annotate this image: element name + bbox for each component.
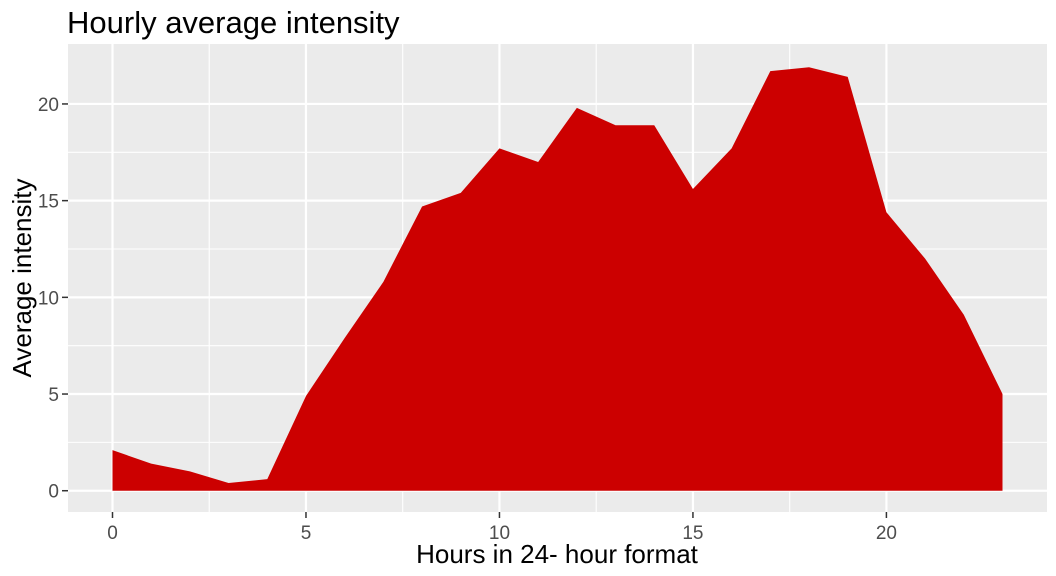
y-axis-ticks: 0 5 10 15 20 bbox=[38, 95, 68, 503]
chart-title: Hourly average intensity bbox=[67, 5, 400, 40]
x-tick-label: 0 bbox=[107, 523, 118, 544]
y-tick-label: 15 bbox=[38, 192, 59, 213]
y-tick-label: 5 bbox=[48, 385, 59, 406]
y-tick-label: 20 bbox=[38, 95, 59, 116]
x-axis-ticks: 0 5 10 15 20 bbox=[107, 512, 897, 544]
y-tick-label: 10 bbox=[38, 288, 59, 309]
x-tick-label: 10 bbox=[489, 523, 510, 544]
y-axis-label: Average intensity bbox=[7, 179, 37, 378]
y-tick-label: 0 bbox=[48, 482, 59, 503]
x-tick-label: 15 bbox=[682, 523, 703, 544]
x-axis-label: Hours in 24- hour format bbox=[416, 539, 699, 569]
x-tick-label: 20 bbox=[876, 523, 897, 544]
area-series bbox=[112, 67, 1003, 491]
x-tick-label: 5 bbox=[301, 523, 312, 544]
